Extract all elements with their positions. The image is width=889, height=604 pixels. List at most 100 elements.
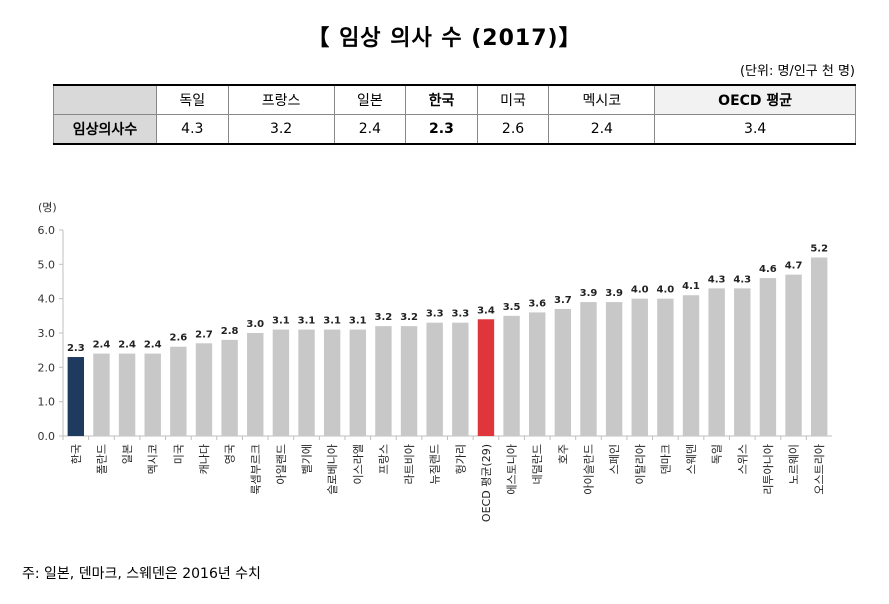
y-tick-label: 1.0 [38,396,56,409]
bar-value-label: 3.1 [323,316,341,327]
chart-bar [221,339,238,436]
y-tick-label: 6.0 [38,224,56,237]
chart-bar [323,329,341,436]
x-tick-label: 룩셈부르크 [249,444,262,495]
bar-value-label: 4.3 [708,274,726,285]
bar-value-label: 3.1 [349,316,367,327]
chart-bar [708,288,725,436]
table-cell: 2.4 [548,114,656,145]
bar-value-label: 3.9 [580,288,598,299]
chart-bar [298,329,315,436]
x-tick-label: 호주 [557,444,570,464]
bar-value-label: 4.0 [657,285,675,296]
x-tick-label: 스웨덴 [685,444,698,474]
table-cell: 4.3 [156,114,229,145]
chart-bar [247,333,264,436]
x-tick-label: 캐나다 [198,444,211,474]
bar-value-label: 2.8 [221,326,239,337]
x-tick-label: 라트비아 [403,444,416,484]
bar-value-label: 3.6 [528,298,546,309]
y-axis-label: (명) [38,201,57,214]
table-cell: 2.3 [405,114,478,145]
chart-bar [477,319,495,436]
y-tick-label: 4.0 [38,293,56,306]
bar-value-label: 2.4 [118,340,136,351]
x-tick-label: 네덜란드 [531,444,544,484]
bar-value-label: 2.4 [93,340,111,351]
chart-bar [810,257,828,436]
table-header-cell: 미국 [476,84,550,115]
x-tick-label: 스위스 [736,444,749,474]
table-cell: 2.6 [476,114,550,145]
x-tick-label: 영국 [224,444,237,464]
y-tick-label: 3.0 [38,327,56,340]
x-tick-label: 덴마크 [659,444,672,474]
x-tick-label: 벨기에 [301,444,314,474]
table-cell: 3.4 [654,114,856,145]
x-tick-label: 미국 [172,444,185,464]
bar-value-label: 3.9 [605,288,623,299]
chart-bar [400,326,418,436]
table-row: 임상의사수 4.3 3.2 2.4 2.3 2.6 2.4 3.4 [53,114,856,145]
table-header-cell: 독일 [156,84,229,115]
unit-note: (단위: 명/인구 천 명) [739,64,855,79]
chart-bar [682,295,700,436]
chart-bar [605,302,623,436]
bar-value-label: 3.1 [298,316,316,327]
table-cell: 3.2 [227,114,335,145]
x-tick-label: 한국 [70,444,83,464]
table-header-cell: 멕시코 [548,84,656,115]
bar-value-label: 4.3 [733,274,751,285]
x-tick-label: 일본 [120,444,134,464]
bar-value-label: 2.3 [67,343,85,354]
y-tick-label: 2.0 [38,361,56,374]
x-tick-label: 오스트리아 [813,444,826,495]
table-cell: 2.4 [333,114,407,145]
bar-value-label: 5.2 [810,243,828,254]
bar-value-label: 3.3 [426,309,444,320]
chart-bar [170,346,187,436]
x-tick-label: 아일랜드 [274,444,288,484]
x-tick-label: 헝가리 [454,444,467,474]
chart-bar [93,353,110,436]
chart-bar [759,278,777,436]
chart-bar [67,357,85,436]
bar-value-label: 2.6 [169,333,187,344]
summary-table: 독일 프랑스 일본 한국 미국 멕시코 OECD 평균 임상의사수 4.3 3.… [53,84,856,145]
table-header-cell: 일본 [333,84,407,115]
x-tick-label: 이탈리아 [634,444,647,484]
chart-bar [785,274,802,436]
bar-chart: (명) 0.0 1.0 2.0 3.0 4.0 5.0 6.0 2.3 한국 2.4 폴란드 2.4 일본… [38,201,832,522]
x-tick-label: 스페인 [608,444,621,474]
chart-bar [554,308,572,436]
bar-value-label: 4.0 [631,285,649,296]
table-header-row: 독일 프랑스 일본 한국 미국 멕시코 OECD 평균 [53,84,856,115]
bar-value-label: 3.2 [400,312,418,323]
x-tick-label: 슬로베니아 [326,444,339,495]
x-tick-label: 이스라엘 [352,444,365,484]
chart-bar [657,298,674,436]
bar-value-label: 4.7 [785,261,803,272]
y-tick-label: 5.0 [38,258,56,271]
bar-value-label: 2.7 [195,329,213,340]
bar-value-label: 3.5 [503,302,521,313]
footnote: 주: 일본, 덴마크, 스웨덴은 2016년 수치 [22,566,261,582]
chart-bar [195,343,213,436]
chart-bar [349,329,366,436]
bar-value-label: 3.4 [477,305,495,316]
bar-value-label: 4.6 [759,264,777,275]
chart-bar [580,302,597,436]
chart-bar [734,288,751,436]
bar-value-label: 3.0 [246,319,264,330]
table-header-cell: OECD 평균 [654,84,856,115]
bar-value-label: 3.7 [554,295,572,306]
table-header-cell: 한국 [405,84,478,115]
chart-bar [375,326,392,436]
x-tick-label: 노르웨이 [788,444,801,484]
x-tick-label: 프랑스 [377,444,390,474]
chart-bar [144,353,161,436]
chart-bar [529,312,546,436]
chart-bar [118,353,136,436]
bar-value-label: 3.3 [451,309,469,320]
chart-bar [272,329,290,436]
